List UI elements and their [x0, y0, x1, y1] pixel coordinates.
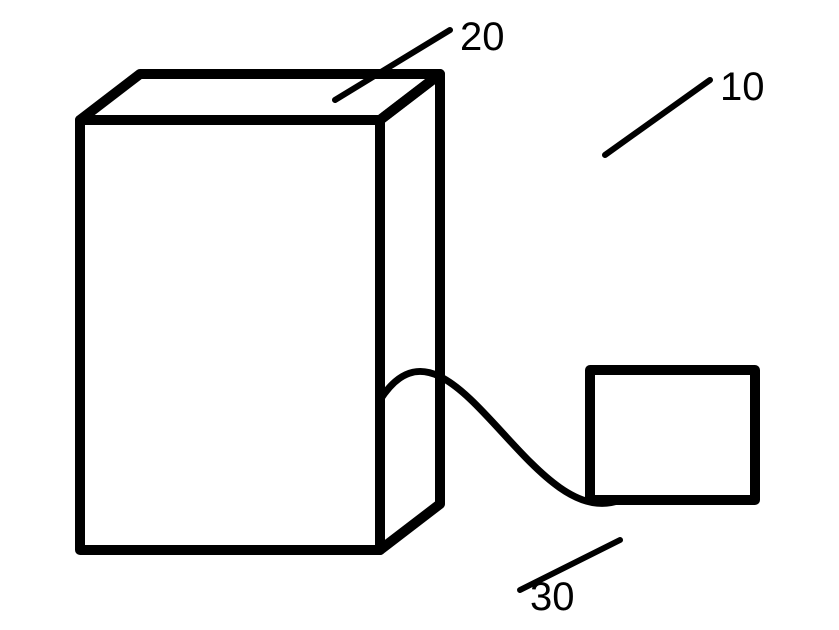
leader-line-10 — [605, 80, 710, 155]
panel-side-face — [380, 74, 440, 550]
label-30: 30 — [530, 575, 575, 619]
label-10: 10 — [720, 65, 765, 109]
panel-front-face — [80, 120, 380, 550]
connection-cable — [380, 371, 620, 503]
panel-slab — [80, 74, 440, 550]
leader-line-20 — [335, 30, 450, 100]
small-box — [590, 370, 755, 500]
label-20: 20 — [460, 15, 505, 59]
technical-diagram: 20 10 30 — [0, 0, 839, 630]
